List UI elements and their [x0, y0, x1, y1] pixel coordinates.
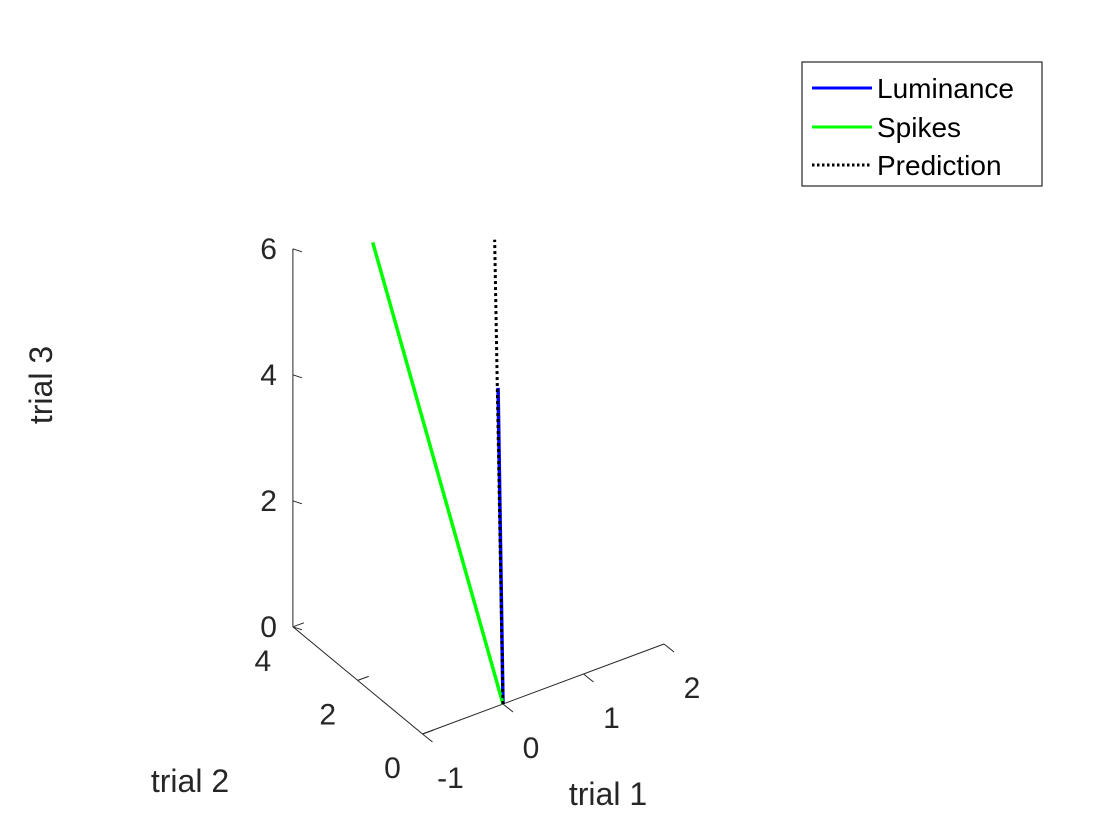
x-tick-label: 0: [523, 732, 540, 765]
y-tick: [357, 675, 369, 681]
y-tick: [292, 622, 305, 628]
plot-lines: [371, 239, 505, 705]
z-tick: [292, 626, 303, 631]
series-line-spikes: [371, 241, 505, 705]
z-tick-label: 0: [260, 611, 277, 644]
y-tick-label: 0: [384, 752, 401, 785]
legend-label-prediction: Prediction: [877, 150, 1002, 181]
legend-item-prediction: Prediction: [812, 150, 1002, 181]
z-axis-label: trial 3: [23, 346, 59, 424]
y-axis-label: trial 2: [151, 763, 229, 799]
z-tick: [292, 248, 303, 253]
x-tick: [663, 643, 675, 653]
legend-item-luminance: Luminance: [812, 73, 1014, 104]
x-tick-label: 2: [684, 672, 701, 705]
legend-label-luminance: Luminance: [877, 73, 1014, 104]
series-line-prediction: [493, 239, 505, 705]
legend-item-spikes: Spikes: [812, 112, 961, 143]
z-tick: [292, 500, 303, 505]
z-tick-label: 6: [260, 233, 277, 266]
axis-labels: trial 1 trial 2 trial 3: [23, 346, 647, 812]
x-tick-label: -1: [437, 762, 464, 795]
x-tick: [502, 703, 514, 713]
legend: Luminance Spikes Prediction: [801, 61, 1043, 187]
z-tick-label: 4: [260, 359, 277, 392]
x-axis-line: [422, 643, 665, 735]
x-tick: [583, 673, 594, 683]
x-tick: [422, 733, 433, 743]
z-tick: [292, 374, 303, 379]
z-tick-label: 2: [260, 485, 277, 518]
legend-label-spikes: Spikes: [877, 112, 961, 143]
y-tick-label: 2: [319, 698, 336, 731]
x-axis-label: trial 1: [569, 776, 647, 812]
y-tick: [422, 729, 434, 735]
y-tick-label: 4: [255, 645, 272, 678]
x-tick-label: 1: [603, 702, 620, 735]
